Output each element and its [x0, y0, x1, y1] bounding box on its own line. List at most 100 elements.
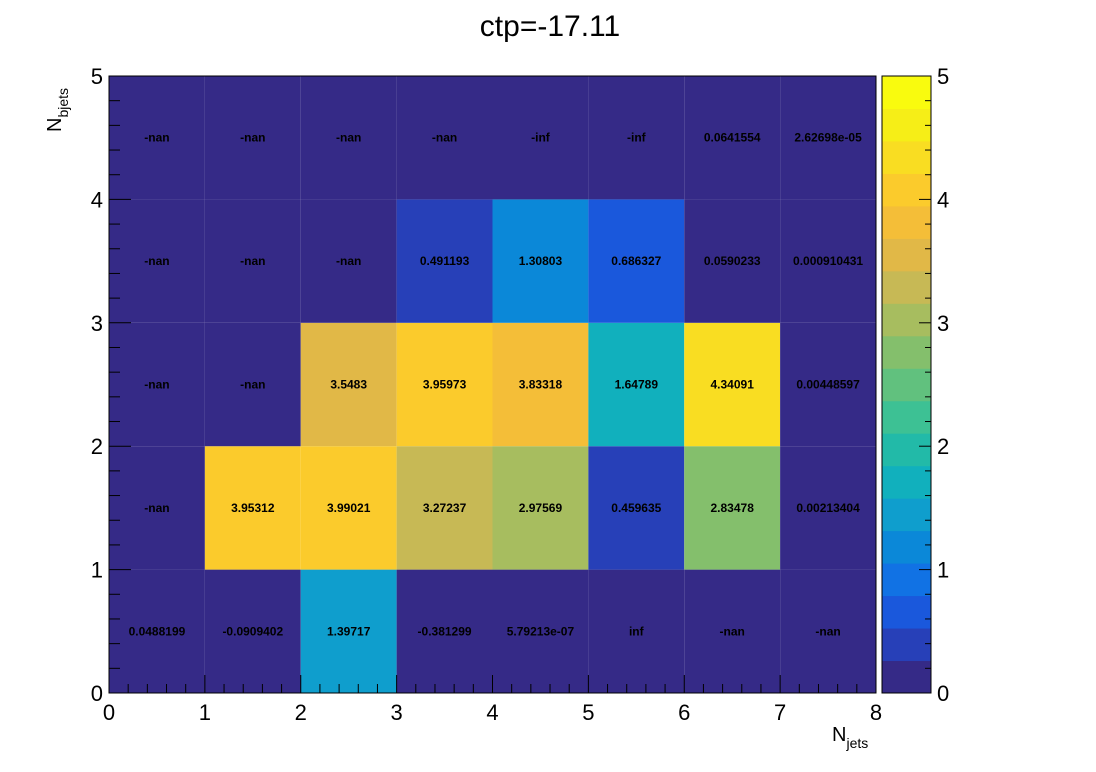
colorbar-swatch — [882, 76, 931, 109]
colorbar-swatch — [882, 628, 931, 662]
colorbar-swatch — [882, 205, 931, 239]
heatmap-cell — [780, 322, 876, 447]
colorbar-swatch — [882, 465, 931, 499]
cell-value-label: 3.27237 — [423, 501, 467, 515]
y-axis: 0 1 2 3 4 5 — [91, 64, 131, 706]
x-tick-label: 6 — [678, 700, 690, 725]
cell-value-label: -nan — [720, 624, 745, 638]
heatmap-cell — [204, 76, 301, 200]
cell-value-label: -nan — [240, 378, 265, 392]
cell-value-label: 0.0488199 — [129, 624, 186, 638]
x-tick-label: 4 — [486, 700, 498, 725]
x-axis: 0 1 2 3 4 5 6 7 8 — [103, 675, 882, 725]
cell-value-label: 5.79213e-07 — [507, 624, 575, 638]
cell-value-label: -nan — [144, 501, 169, 515]
cell-value-label: inf — [629, 624, 645, 638]
colorbar: 0 1 2 3 4 5 — [881, 64, 949, 706]
heatmap-cell — [396, 569, 493, 693]
y-axis-title-main: N — [44, 118, 66, 132]
cell-value-label: 3.95312 — [231, 501, 275, 515]
cell-value-label: 0.491193 — [420, 254, 470, 268]
cell-value-label: 0.686327 — [611, 254, 661, 268]
colorbar-swatch — [882, 335, 931, 369]
colorbar-swatch — [882, 498, 931, 532]
colorbar-swatch — [882, 563, 931, 597]
cell-value-label: 0.0641554 — [704, 131, 761, 145]
cell-value-label: -nan — [815, 624, 840, 638]
cell-value-label: 2.83478 — [710, 501, 754, 515]
x-tick-label: 8 — [870, 700, 882, 725]
cell-value-label: 4.34091 — [710, 378, 754, 392]
heatmap-cell — [780, 446, 876, 570]
heatmap-cell — [684, 322, 781, 447]
y-tick-label: 2 — [91, 434, 103, 459]
cell-value-label: 3.83318 — [519, 378, 563, 392]
heatmap-cell — [109, 199, 205, 323]
heatmap-cell — [684, 446, 781, 570]
x-tick-label: 2 — [295, 700, 307, 725]
colorbar-tick-label: 0 — [937, 681, 949, 706]
cell-value-label: 0.00213404 — [796, 501, 860, 515]
colorbar-swatch — [882, 530, 931, 564]
cell-labels: 0.0488199 -0.0909402 1.39717 -0.381299 5.792… — [129, 131, 864, 639]
colorbar-swatch — [882, 173, 931, 207]
heatmap-cell — [492, 199, 589, 323]
colorbar-swatch — [882, 433, 931, 467]
cell-value-label: 2.97569 — [519, 501, 563, 515]
heatmap-cell — [492, 322, 589, 447]
colorbar-swatch — [882, 270, 931, 304]
colorbar-tick-label: 4 — [937, 187, 949, 212]
cell-value-label: 0.459635 — [611, 501, 661, 515]
colorbar-swatch — [882, 140, 931, 174]
x-tick-label: 5 — [582, 700, 594, 725]
heatmap-cell — [396, 322, 493, 447]
y-tick-label: 3 — [91, 311, 103, 336]
heatmap-cell — [684, 76, 781, 200]
cell-value-label: 1.39717 — [327, 624, 371, 638]
x-tick-label: 3 — [391, 700, 403, 725]
heatmap-cell — [300, 569, 397, 693]
cell-value-label: -nan — [144, 131, 169, 145]
heatmap-cell — [109, 569, 205, 693]
cell-value-label: 0.00448597 — [796, 378, 860, 392]
x-tick-label: 7 — [774, 700, 786, 725]
cell-value-label: -nan — [240, 254, 265, 268]
heatmap-cell — [780, 569, 876, 693]
cell-value-label: -nan — [336, 254, 361, 268]
y-axis-title: Nbjets — [44, 88, 71, 132]
colorbar-frame — [881, 75, 932, 694]
y-axis-title-sub: bjets — [55, 88, 71, 118]
cell-value-label: -nan — [240, 131, 265, 145]
heatmap-cell — [492, 76, 589, 200]
colorbar-swatch — [882, 368, 931, 402]
heatmap-cell — [204, 322, 301, 447]
cell-value-label: -nan — [432, 131, 457, 145]
heatmap-cell — [300, 446, 397, 570]
y-tick-label: 1 — [91, 558, 103, 583]
heatmap-cell — [588, 322, 685, 447]
heatmap-cell — [492, 569, 589, 693]
cell-value-label: 3.99021 — [327, 501, 371, 515]
heatmap-cell — [396, 199, 493, 323]
heatmap-cell — [588, 199, 685, 323]
cell-value-label: -inf — [627, 131, 647, 145]
heatmap-cell — [109, 322, 205, 447]
heatmap-cell — [492, 446, 589, 570]
heatmap-cell — [684, 199, 781, 323]
cell-value-label: 3.5483 — [330, 378, 367, 392]
y-tick-label: 5 — [91, 64, 103, 89]
cell-value-label: -nan — [144, 254, 169, 268]
cell-value-label: -nan — [144, 378, 169, 392]
colorbar-tick-label: 5 — [937, 64, 949, 89]
heatmap-cell — [204, 199, 301, 323]
cell-value-label: -0.381299 — [418, 624, 472, 638]
heatmap-cell — [684, 569, 781, 693]
colorbar-swatch — [882, 303, 931, 337]
heatmap-cell — [780, 76, 876, 200]
colorbar-swatch — [882, 400, 931, 434]
colorbar-swatch — [882, 108, 931, 142]
heatmap-cell — [588, 569, 685, 693]
colorbar-tick-label: 2 — [937, 434, 949, 459]
cell-value-label: -inf — [531, 131, 551, 145]
cell-value-label: 1.64789 — [615, 378, 659, 392]
